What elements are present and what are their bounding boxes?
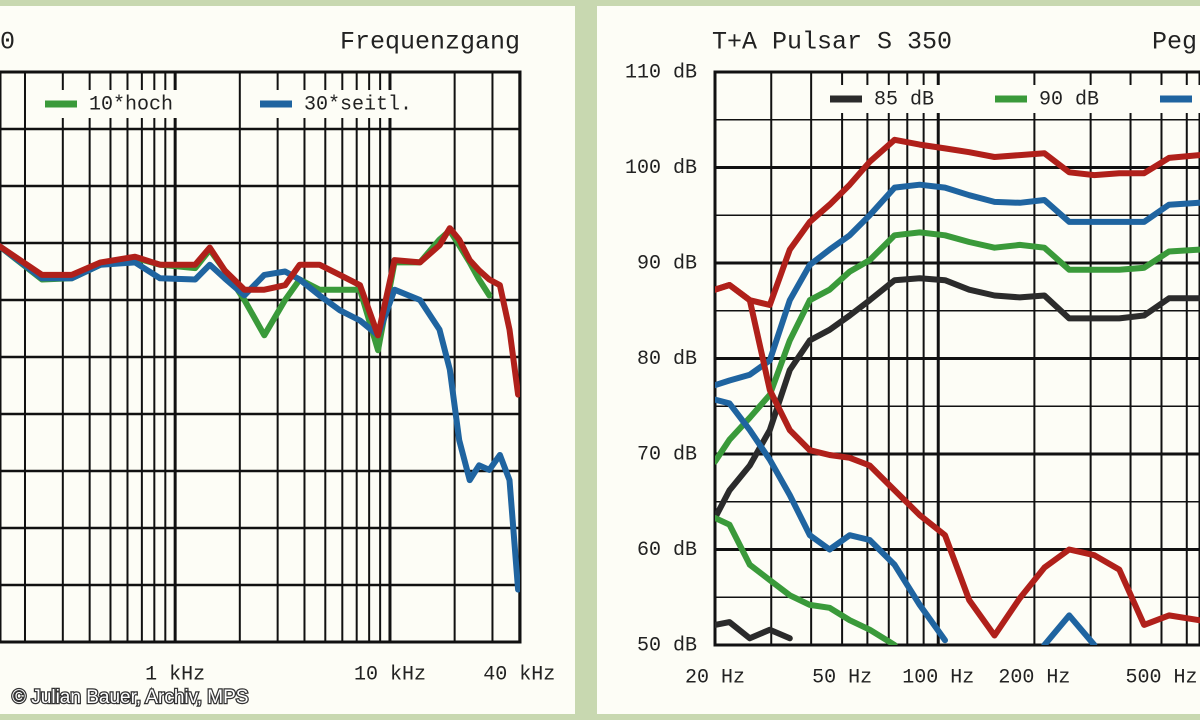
x-tick-label: 50 Hz	[812, 666, 872, 689]
y-tick-label: 80 dB	[637, 348, 697, 371]
series-line	[715, 619, 793, 642]
y-tick-label: 70 dB	[637, 443, 697, 466]
series-line	[0, 225, 520, 398]
charts: 1 kHz 10 kHz 40 kHz Frequenzgang 0 10*hoch 30*…	[0, 28, 1200, 689]
chart-title-fragment: Peg	[1152, 28, 1197, 57]
x-tick-label: 200 Hz	[998, 666, 1070, 689]
legend-label: 10*hoch	[89, 93, 173, 116]
plot-frame	[0, 70, 522, 644]
series-line	[715, 275, 1200, 521]
series-line	[715, 396, 1098, 645]
chart: 50 dB 60 dB 70 dB 80 dB 90 dB 100 dB 110 dB 20 …	[625, 28, 1200, 689]
series-layer	[715, 136, 1200, 645]
series-line	[0, 242, 520, 593]
y-tick-label: 100 dB	[625, 157, 697, 180]
series-line	[715, 136, 1200, 308]
legend-label: 30*seitl.	[304, 93, 412, 116]
y-tick-label: 60 dB	[637, 539, 697, 562]
plot-frame	[713, 70, 1200, 647]
chart-title: Frequenzgang	[340, 28, 520, 57]
x-tick-label: 40 kHz	[483, 663, 555, 686]
chart-title: T+A Pulsar S 350	[712, 28, 952, 57]
x-tick-label: 500 Hz	[1125, 666, 1197, 689]
left-panel	[0, 6, 575, 714]
x-tick-label: 20 Hz	[685, 666, 745, 689]
chart-title-fragment: 0	[0, 28, 15, 57]
y-tick-label: 50 dB	[637, 634, 697, 657]
legend-label: 85 dB	[874, 88, 934, 111]
credit: © Julian Bauer, Archiv, MPS	[12, 687, 248, 708]
legend-label: 90 dB	[1039, 88, 1099, 111]
y-tick-label: 90 dB	[637, 252, 697, 275]
chart: 1 kHz 10 kHz 40 kHz Frequenzgang 0 10*hoch 30*…	[0, 28, 555, 686]
x-tick-label: 100 Hz	[902, 666, 974, 689]
series-line	[715, 282, 1200, 639]
series-line	[715, 515, 898, 645]
series-line	[715, 229, 1200, 465]
series-line	[715, 181, 1200, 389]
series-layer	[0, 225, 520, 593]
y-tick-label: 110 dB	[625, 61, 697, 84]
x-tick-label: 1 kHz	[145, 663, 205, 686]
x-tick-label: 10 kHz	[354, 663, 426, 686]
